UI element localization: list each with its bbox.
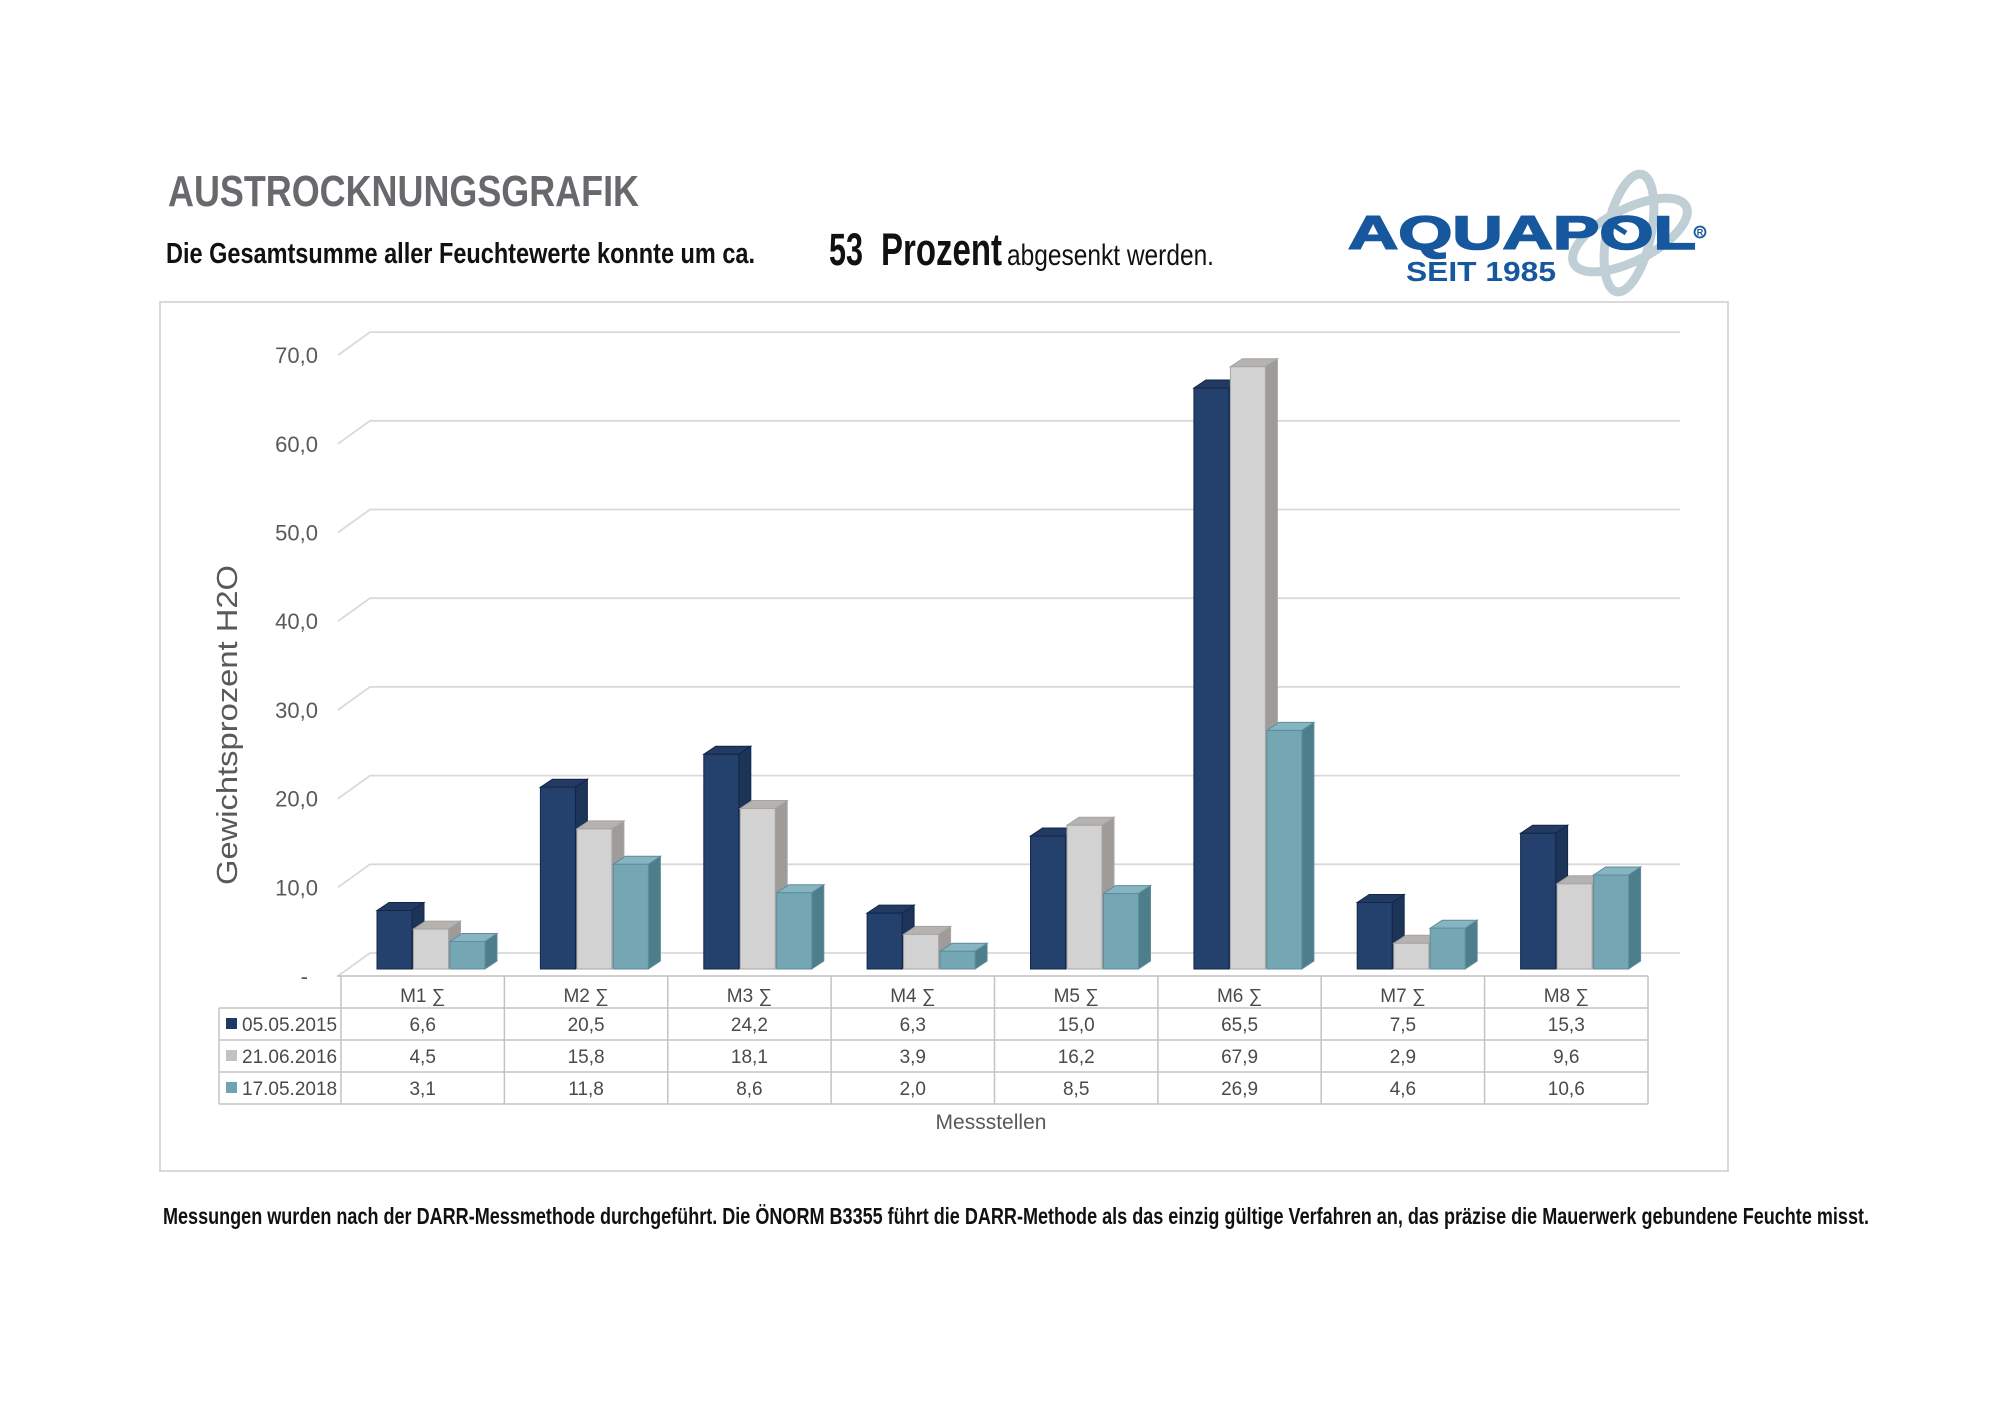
svg-text:18,1: 18,1 [731, 1047, 768, 1068]
svg-text:20,0: 20,0 [275, 787, 318, 812]
svg-text:2,9: 2,9 [1390, 1047, 1416, 1068]
svg-text:60,0: 60,0 [275, 432, 318, 457]
svg-text:26,9: 26,9 [1221, 1079, 1258, 1100]
svg-text:M5 ∑: M5 ∑ [1054, 986, 1099, 1007]
svg-text:15,0: 15,0 [1058, 1015, 1095, 1036]
svg-text:17.05.2018: 17.05.2018 [242, 1079, 337, 1100]
svg-text:6,3: 6,3 [900, 1015, 926, 1036]
svg-text:R: R [1697, 228, 1704, 238]
svg-text:Messungen wurden nach der DARR: Messungen wurden nach der DARR-Messmetho… [163, 1203, 1869, 1229]
svg-text:6,6: 6,6 [409, 1015, 435, 1036]
svg-text:Die Gesamtsumme aller Feuchtew: Die Gesamtsumme aller Feuchtewerte konnt… [166, 238, 755, 270]
svg-text:40,0: 40,0 [275, 609, 318, 634]
svg-text:Gewichtsprozent H2O: Gewichtsprozent H2O [212, 565, 244, 885]
svg-text:15,3: 15,3 [1548, 1015, 1585, 1036]
svg-text:10,0: 10,0 [275, 875, 318, 900]
svg-text:-: - [301, 964, 308, 989]
svg-text:9,6: 9,6 [1553, 1047, 1579, 1068]
svg-text:2,0: 2,0 [900, 1079, 926, 1100]
svg-text:M7 ∑: M7 ∑ [1380, 986, 1425, 1007]
svg-text:70,0: 70,0 [275, 343, 318, 368]
svg-text:M2 ∑: M2 ∑ [563, 986, 608, 1007]
svg-text:67,9: 67,9 [1221, 1047, 1258, 1068]
svg-text:3,9: 3,9 [900, 1047, 926, 1068]
svg-text:20,5: 20,5 [568, 1015, 605, 1036]
svg-text:M4 ∑: M4 ∑ [890, 986, 935, 1007]
svg-text:15,8: 15,8 [568, 1047, 605, 1068]
svg-text:10,6: 10,6 [1548, 1079, 1585, 1100]
svg-text:abgesenkt werden.: abgesenkt werden. [1007, 239, 1214, 272]
svg-text:11,8: 11,8 [568, 1079, 604, 1100]
svg-text:8,5: 8,5 [1063, 1079, 1089, 1100]
svg-text:Messstellen: Messstellen [936, 1111, 1047, 1134]
svg-text:53: 53 [829, 224, 863, 275]
svg-text:16,2: 16,2 [1058, 1047, 1095, 1068]
svg-text:4,5: 4,5 [409, 1047, 435, 1068]
svg-text:8,6: 8,6 [736, 1079, 762, 1100]
svg-text:21.06.2016: 21.06.2016 [242, 1047, 337, 1068]
svg-text:4,6: 4,6 [1390, 1079, 1416, 1100]
svg-text:3,1: 3,1 [409, 1079, 435, 1100]
svg-text:M1 ∑: M1 ∑ [400, 986, 445, 1007]
svg-text:AUSTROCKNUNGSGRAFIK: AUSTROCKNUNGSGRAFIK [168, 167, 639, 216]
svg-text:7,5: 7,5 [1390, 1015, 1416, 1036]
svg-text:65,5: 65,5 [1221, 1015, 1258, 1036]
svg-text:24,2: 24,2 [731, 1015, 768, 1036]
svg-text:05.05.2015: 05.05.2015 [242, 1015, 337, 1036]
svg-text:M6 ∑: M6 ∑ [1217, 986, 1262, 1007]
svg-text:30,0: 30,0 [275, 698, 318, 723]
svg-text:SEIT 1985: SEIT 1985 [1406, 256, 1556, 287]
svg-text:Prozent: Prozent [881, 224, 1002, 275]
svg-text:AQUAPOL: AQUAPOL [1348, 206, 1696, 259]
svg-text:50,0: 50,0 [275, 521, 318, 546]
svg-text:M3 ∑: M3 ∑ [727, 986, 772, 1007]
svg-text:M8 ∑: M8 ∑ [1544, 986, 1589, 1007]
